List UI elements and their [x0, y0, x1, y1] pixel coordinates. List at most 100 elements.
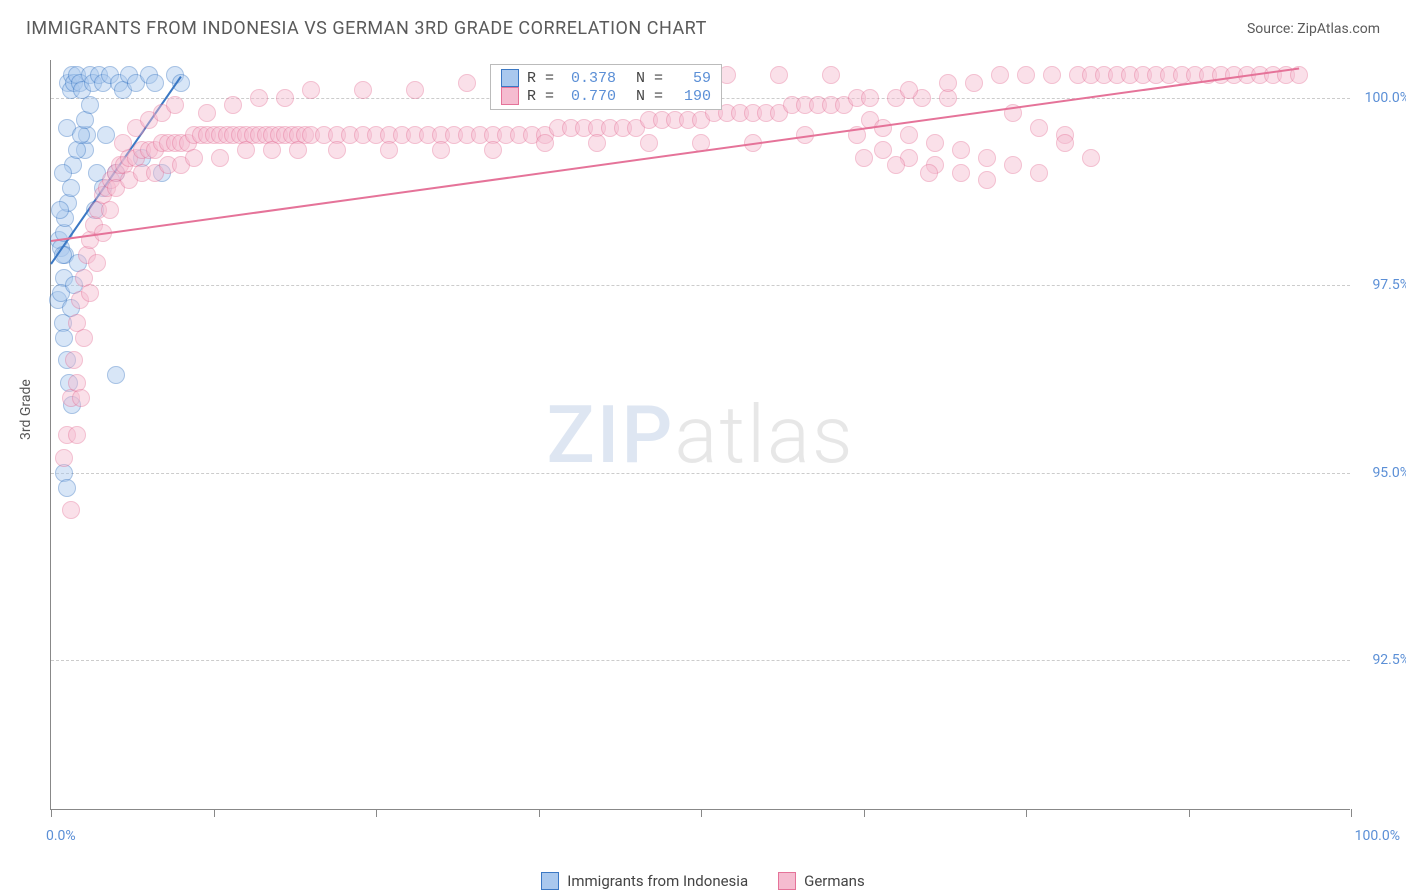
data-point [991, 66, 1009, 84]
data-point [55, 329, 73, 347]
header: IMMIGRANTS FROM INDONESIA VS GERMAN 3RD … [0, 0, 1406, 49]
data-point [55, 449, 73, 467]
x-tick [864, 809, 865, 817]
x-min-label: 0.0% [46, 828, 76, 844]
legend-swatch [501, 87, 519, 105]
x-tick [701, 809, 702, 817]
data-point [1056, 134, 1074, 152]
data-point [81, 284, 99, 302]
data-point [65, 351, 83, 369]
data-point [1043, 66, 1061, 84]
x-tick [539, 809, 540, 817]
x-tick [214, 809, 215, 817]
data-point [146, 74, 164, 92]
data-point [224, 96, 242, 114]
data-point [166, 96, 184, 114]
data-point [1082, 149, 1100, 167]
data-point [354, 81, 372, 99]
legend-label: Germans [804, 872, 865, 890]
stats-row: R =0.378N = 59 [501, 69, 711, 87]
data-point [68, 141, 86, 159]
data-point [855, 149, 873, 167]
y-tick-label: 92.5% [1372, 652, 1406, 668]
data-point [237, 141, 255, 159]
data-point [406, 81, 424, 99]
y-tick-label: 95.0% [1372, 465, 1406, 481]
stats-row: R =0.770N =190 [501, 87, 711, 105]
legend-label: Immigrants from Indonesia [567, 872, 748, 890]
data-point [939, 74, 957, 92]
x-tick [1189, 809, 1190, 817]
data-point [484, 141, 502, 159]
data-point [640, 134, 658, 152]
data-point [72, 126, 90, 144]
data-point [72, 389, 90, 407]
x-tick [51, 809, 52, 817]
legend-swatch [541, 872, 559, 890]
data-point [900, 81, 918, 99]
plot-region: ZIPatlas 92.5%95.0%97.5%100.0% [50, 60, 1350, 810]
legend-item: Immigrants from Indonesia [541, 872, 748, 890]
grid-line [51, 660, 1350, 661]
data-point [62, 501, 80, 519]
x-tick [1351, 809, 1352, 817]
data-point [68, 426, 86, 444]
data-point [887, 156, 905, 174]
y-tick-label: 97.5% [1372, 277, 1406, 293]
data-point [1004, 156, 1022, 174]
data-point [536, 134, 554, 152]
stats-legend: R =0.378N = 59R =0.770N =190 [490, 64, 722, 110]
data-point [58, 479, 76, 497]
data-point [822, 66, 840, 84]
data-point [107, 366, 125, 384]
data-point [1017, 66, 1035, 84]
data-point [965, 74, 983, 92]
grid-line [51, 473, 1350, 474]
x-tick [376, 809, 377, 817]
data-point [97, 126, 115, 144]
data-point [198, 104, 216, 122]
y-axis-label: 3rd Grade [18, 379, 34, 440]
data-point [276, 89, 294, 107]
data-point [185, 149, 203, 167]
data-point [1030, 164, 1048, 182]
data-point [1030, 119, 1048, 137]
data-point [250, 89, 268, 107]
data-point [861, 89, 879, 107]
data-point [51, 201, 69, 219]
chart-area: ZIPatlas 92.5%95.0%97.5%100.0% 0.0% 100.… [50, 60, 1350, 810]
data-point [952, 141, 970, 159]
grid-line [51, 285, 1350, 286]
data-point [874, 141, 892, 159]
x-max-label: 100.0% [1355, 828, 1400, 844]
data-point [328, 141, 346, 159]
data-point [114, 134, 132, 152]
data-point [88, 254, 106, 272]
x-tick [1026, 809, 1027, 817]
bottom-legend: Immigrants from Indonesia Germans [0, 872, 1406, 890]
data-point [978, 171, 996, 189]
data-point [75, 329, 93, 347]
data-point [81, 96, 99, 114]
data-point [588, 134, 606, 152]
data-point [770, 66, 788, 84]
data-point [211, 149, 229, 167]
data-point [926, 134, 944, 152]
legend-swatch [778, 872, 796, 890]
data-point [458, 74, 476, 92]
y-tick-label: 100.0% [1365, 90, 1406, 106]
legend-swatch [501, 69, 519, 87]
data-point [978, 149, 996, 167]
watermark: ZIPatlas [547, 388, 855, 482]
data-point [432, 141, 450, 159]
data-point [920, 164, 938, 182]
source-label: Source: ZipAtlas.com [1247, 21, 1380, 37]
data-point [101, 201, 119, 219]
data-point [289, 141, 307, 159]
data-point [900, 126, 918, 144]
data-point [380, 141, 398, 159]
data-point [54, 164, 72, 182]
data-point [302, 81, 320, 99]
data-point [263, 141, 281, 159]
chart-title: IMMIGRANTS FROM INDONESIA VS GERMAN 3RD … [26, 18, 707, 39]
